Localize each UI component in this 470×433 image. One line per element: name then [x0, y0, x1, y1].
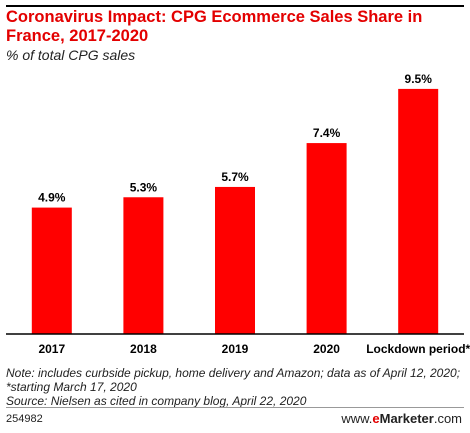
- footnotes: Note: includes curbside pickup, home del…: [6, 366, 464, 408]
- x-axis-tick-labels: 2017 2018 2019 2020 Lockdown period*: [38, 342, 470, 356]
- bar-2020: [306, 143, 347, 334]
- bar-2018: [123, 197, 164, 334]
- bar-value-label: 4.9%: [38, 191, 66, 205]
- x-tick-label: 2019: [222, 342, 249, 356]
- chart-title: Coronavirus Impact: CPG Ecommerce Sales …: [6, 8, 423, 45]
- brand-e: e: [372, 411, 380, 426]
- emarketer-logo[interactable]: www.eMarketer.com: [341, 411, 462, 426]
- bar-lockdown-period: [398, 88, 439, 335]
- bottom-rule: [6, 407, 464, 408]
- value-labels-group: 4.9% 5.3% 5.7% 7.4% 9.5%: [38, 72, 432, 205]
- source-text: Source: Nielsen as cited in company blog…: [6, 394, 307, 408]
- chart-id: 254982: [6, 413, 43, 425]
- bars-group: [31, 88, 439, 335]
- brand-prefix: www.: [341, 411, 373, 426]
- bar-chart: 4.9% 5.3% 5.7% 7.4% 9.5% 2017 2018 2019 2020 Loc…: [6, 72, 470, 356]
- x-tick-label: 2020: [313, 342, 340, 356]
- bar-value-label: 5.3%: [130, 180, 158, 194]
- bar-value-label: 7.4%: [313, 126, 341, 140]
- brand-name: Marketer: [379, 411, 434, 426]
- bar-2017: [31, 207, 72, 334]
- bar-value-label: 5.7%: [221, 170, 249, 184]
- chart-subtitle: % of total CPG sales: [6, 47, 136, 63]
- bar-2019: [215, 186, 255, 334]
- note-text: Note: includes curbside pickup, home del…: [6, 366, 461, 394]
- top-rule: [6, 5, 464, 7]
- x-tick-label: Lockdown period*: [366, 342, 470, 356]
- x-tick-label: 2018: [130, 342, 157, 356]
- bar-value-label: 9.5%: [405, 72, 433, 86]
- brand-suffix: .com: [433, 411, 462, 426]
- x-tick-label: 2017: [38, 342, 65, 356]
